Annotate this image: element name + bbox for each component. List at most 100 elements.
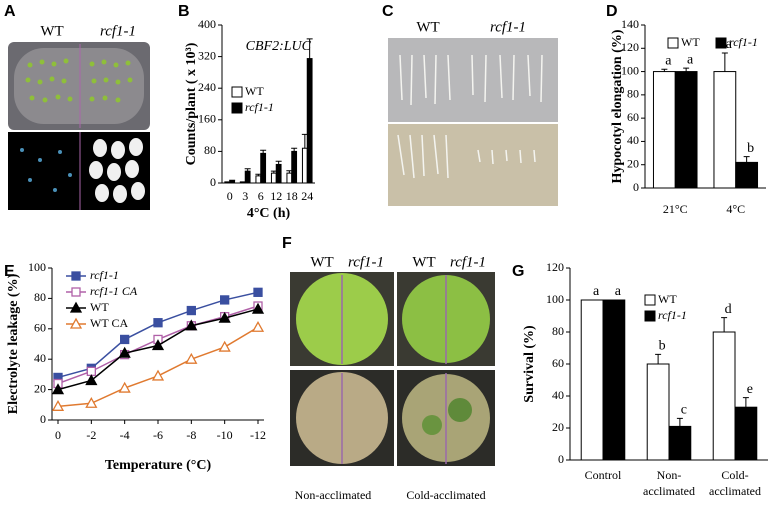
error-bar: [260, 149, 267, 154]
x-tick-label: 4°C: [726, 202, 745, 216]
y-axis-label: Counts/plant ( x 10³): [184, 42, 199, 165]
panel-label: E: [4, 263, 15, 280]
point: [186, 305, 196, 316]
genotype-label: rcf1-1: [450, 254, 486, 270]
panel-label: B: [178, 3, 190, 20]
y-tick-label: 140: [621, 17, 639, 31]
y-tick-label: 80: [204, 143, 216, 157]
legend-label: WT: [245, 84, 264, 98]
x-tick-label: Non-: [657, 468, 682, 482]
bar: [275, 163, 282, 184]
point: [151, 339, 165, 351]
legend-swatch: [231, 86, 243, 98]
point: [153, 318, 163, 328]
y-tick-label: 120: [621, 40, 639, 54]
bar: [713, 71, 737, 189]
point: [71, 287, 81, 297]
x-tick-label: Cold-: [721, 468, 748, 482]
point: [251, 302, 265, 314]
legend-swatch: [715, 37, 727, 49]
significance-letter: a: [615, 284, 622, 299]
x-tick-label: Control: [585, 468, 622, 482]
bar: [291, 150, 298, 184]
y-tick-label: 120: [546, 260, 564, 274]
x-tick-label: 0: [55, 428, 61, 442]
x-tick-label: -10: [217, 428, 233, 442]
x-tick-label: 0: [227, 189, 233, 203]
legend-swatch: [644, 294, 656, 306]
y-tick-label: 20: [627, 156, 639, 170]
legend-label: rcf1-1: [658, 308, 687, 322]
legend-label: rcf1-1 CA: [90, 284, 138, 298]
x-tick-label: 3: [242, 189, 248, 203]
legend-label: rcf1-1: [729, 35, 758, 49]
bar: [255, 175, 262, 184]
x-tick-label: -6: [153, 428, 163, 442]
y-tick-label: 40: [552, 388, 564, 402]
point: [185, 319, 198, 331]
genotype-label: WT: [412, 254, 435, 270]
point: [218, 340, 231, 352]
genotype-label: WT: [310, 254, 333, 270]
significance-letter: a: [726, 37, 733, 52]
y-tick-label: 100: [28, 260, 46, 274]
point: [71, 271, 81, 281]
x-tick-label: -4: [120, 428, 130, 442]
significance-letter: e: [747, 382, 753, 397]
x-tick-label: 21°C: [663, 202, 688, 216]
bar: [270, 172, 277, 184]
error-bar: [743, 156, 750, 163]
bar: [286, 172, 293, 184]
error-bar: [676, 417, 683, 427]
error-bar: [721, 317, 728, 332]
y-tick-label: 40: [627, 133, 639, 147]
genotype-label: rcf1-1: [490, 19, 526, 35]
error-bar: [721, 52, 728, 72]
y-tick-label: 60: [552, 356, 564, 370]
y-tick-label: 60: [34, 321, 46, 335]
point: [151, 369, 165, 381]
error-bar: [306, 38, 313, 59]
legend-label: WT CA: [90, 316, 128, 330]
y-tick-label: 20: [552, 420, 564, 434]
point: [253, 287, 263, 297]
bar: [239, 181, 246, 184]
panel-label: D: [606, 3, 618, 20]
x-tick-label: 24: [301, 189, 313, 203]
genotype-label: WT: [40, 23, 63, 39]
significance-letter: b: [747, 141, 754, 156]
legend-swatch: [644, 310, 656, 322]
bar: [224, 181, 231, 184]
bar: [668, 425, 692, 461]
point: [51, 399, 65, 411]
significance-letter: a: [593, 284, 600, 299]
y-axis-label: Electrolyte leakage (%): [6, 273, 21, 414]
x-axis-label: Temperature (°C): [105, 458, 212, 473]
significance-letter: c: [681, 403, 687, 418]
error-bar: [655, 353, 662, 364]
point: [220, 295, 230, 305]
panel-label: F: [282, 235, 292, 252]
y-tick-label: 40: [34, 351, 46, 365]
point: [85, 396, 98, 408]
point: [51, 383, 65, 395]
y-tick-label: 0: [633, 180, 639, 194]
y-tick-label: 0: [558, 452, 564, 466]
legend-label: WT: [681, 35, 700, 49]
significance-letter: a: [665, 53, 672, 68]
y-tick-label: 20: [34, 381, 46, 395]
bar: [602, 299, 626, 461]
bar: [646, 363, 670, 461]
error-bar: [742, 397, 749, 408]
y-tick-label: 240: [198, 80, 216, 94]
x-tick-label: -8: [186, 428, 196, 442]
bar: [580, 299, 604, 461]
y-tick-label: 320: [198, 48, 216, 62]
point: [118, 381, 131, 393]
significance-letter: a: [687, 52, 694, 67]
y-tick-label: 0: [40, 412, 46, 426]
condition-label: Cold-acclimated: [406, 488, 485, 502]
point: [120, 334, 130, 345]
point: [85, 374, 98, 386]
x-tick-label: -12: [250, 428, 266, 442]
